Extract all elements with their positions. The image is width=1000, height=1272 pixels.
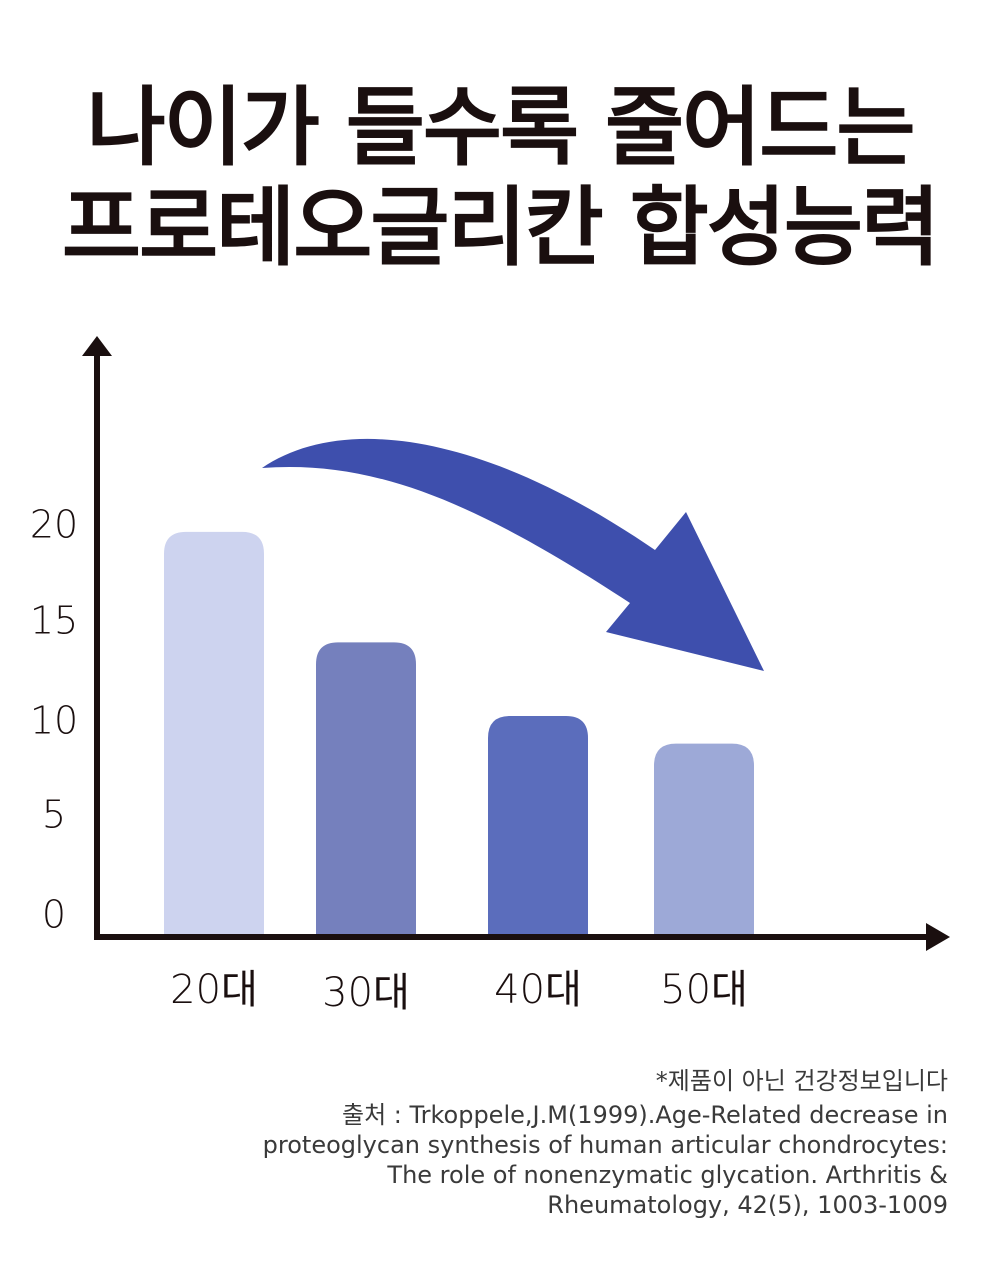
x-category-labels: 20대 30대 40대 50대 bbox=[170, 967, 748, 1016]
bar-chart: 0 5 10 15 20 20대 30대 40대 50대 bbox=[30, 336, 950, 1016]
source-line-2: proteoglycan synthesis of human articula… bbox=[262, 1131, 948, 1159]
title-line-2: 프로테오글리칸 합성능력 bbox=[61, 178, 940, 278]
bars-group bbox=[164, 531, 754, 937]
x-category-label-40대: 40대 bbox=[494, 967, 582, 1013]
source-line-3: The role of nonenzymatic glycation. Arth… bbox=[387, 1161, 948, 1189]
bar-40대 bbox=[488, 716, 588, 937]
x-category-label-50대: 50대 bbox=[660, 967, 748, 1013]
y-axis-arrowhead bbox=[82, 336, 112, 356]
y-tick-labels: 0 5 10 15 20 bbox=[30, 503, 78, 937]
page-title: 나이가 들수록 줄어드는 프로테오글리칸 합성능력 bbox=[0, 78, 1000, 278]
y-tick-label-15: 15 bbox=[30, 599, 78, 643]
bar-50대 bbox=[654, 743, 754, 937]
bar-30대 bbox=[316, 642, 416, 937]
source-line-4: Rheumatology, 42(5), 1003-1009 bbox=[547, 1191, 948, 1219]
footnotes: *제품이 아닌 건강정보입니다 출처 : Trkoppele,J.M(1999)… bbox=[228, 1066, 948, 1220]
downward-trend-arrow bbox=[262, 438, 764, 671]
y-tick-label-0: 0 bbox=[42, 893, 66, 937]
x-axis-arrowhead bbox=[926, 923, 950, 951]
y-tick-label-5: 5 bbox=[42, 793, 66, 837]
axes-group bbox=[82, 336, 950, 951]
disclaimer-text: *제품이 아닌 건강정보입니다 bbox=[655, 1067, 948, 1095]
source-line-1: 출처 : Trkoppele,J.M(1999).Age-Related dec… bbox=[341, 1101, 948, 1129]
x-category-label-20대: 20대 bbox=[170, 967, 258, 1013]
y-tick-label-10: 10 bbox=[30, 699, 78, 743]
x-category-label-30대: 30대 bbox=[322, 970, 410, 1016]
title-line-1: 나이가 들수록 줄어드는 bbox=[86, 78, 915, 178]
bar-20대 bbox=[164, 531, 264, 937]
y-tick-label-20: 20 bbox=[30, 503, 78, 547]
